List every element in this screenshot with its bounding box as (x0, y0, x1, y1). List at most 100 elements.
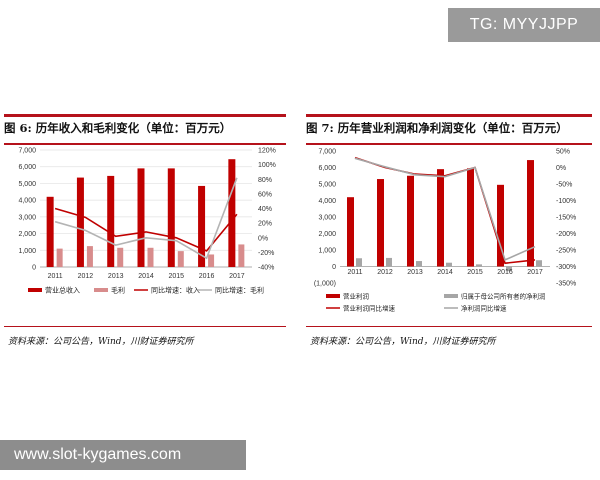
y-tick-label-1-3: 2,000 (318, 231, 336, 238)
bar-0-0-1 (76, 177, 84, 267)
bar-0-1-0 (56, 248, 63, 267)
y-tick-label-0-2: 2,000 (18, 231, 36, 238)
legend-label-0-2: 同比增速：收入 (151, 286, 200, 295)
bar-1-1-4 (476, 264, 482, 267)
bar-0-1-3 (147, 247, 154, 267)
y2-tick-label-0-0: -40% (258, 265, 274, 272)
bar-1-0-6 (527, 160, 534, 267)
chart-panel-left: 图 6: 历年收入和毛利变化（单位：百万元） (4, 114, 286, 145)
bar-1-0-2 (407, 175, 414, 267)
bar-1-0-0 (347, 197, 354, 267)
bar-1-1-0 (356, 258, 362, 267)
x-tick-label-1-6: 2017 (527, 269, 543, 276)
x-tick-label-1-4: 2015 (467, 269, 483, 276)
bar-1-0-4 (467, 168, 474, 267)
legend-swatch-0-0 (28, 288, 42, 292)
y2-tick-label-1-0: -350% (556, 281, 576, 288)
bar-0-1-6 (238, 244, 245, 267)
y-tick-label-0-7: 7,000 (18, 148, 36, 155)
watermark-top: TG: MYYJJPP (448, 8, 600, 42)
y-tick-label-1-0: (1,000) (314, 281, 336, 288)
x-tick-label-1-0: 2011 (347, 269, 362, 276)
legend-label-1-1: 归属于母公司所有者的净利润 (461, 292, 546, 301)
source-divider-right (306, 326, 592, 327)
bar-1-0-3 (437, 169, 444, 267)
y-tick-label-0-4: 4,000 (18, 198, 36, 205)
bar-1-1-2 (416, 261, 422, 267)
y2-tick-label-0-7: 100% (258, 162, 276, 169)
bar-1-1-6 (536, 260, 542, 267)
legend-label-0-0: 营业总收入 (45, 286, 80, 295)
legend-swatch-0-1 (94, 288, 108, 292)
source-note-right: 资料来源：公司公告，Wind，川财证券研究所 (310, 337, 496, 347)
y2-tick-label-1-4: -150% (556, 215, 576, 222)
y2-tick-label-0-8: 120% (258, 148, 276, 155)
y-tick-label-0-6: 6,000 (18, 164, 36, 171)
x-tick-label-0-4: 2015 (168, 273, 184, 280)
x-tick-label-0-0: 2011 (48, 273, 63, 280)
bar-0-1-2 (117, 247, 124, 267)
bar-1-1-3 (446, 262, 452, 267)
bar-0-1-4 (177, 251, 184, 267)
series-line-1-1 (354, 157, 536, 261)
x-tick-label-0-3: 2014 (138, 273, 154, 280)
y2-tick-label-0-3: 20% (258, 221, 272, 228)
y2-tick-label-1-2: -250% (556, 248, 576, 255)
y2-tick-label-0-1: -20% (258, 250, 274, 257)
y2-tick-label-0-6: 80% (258, 177, 272, 184)
x-tick-label-0-5: 2016 (199, 273, 215, 280)
legend-label-1-2: 营业利润同比增速 (343, 304, 396, 313)
source-note-left: 资料来源：公司公告，Wind，川财证券研究所 (8, 337, 194, 347)
bar-0-0-6 (228, 159, 236, 267)
x-tick-label-1-2: 2013 (407, 269, 423, 276)
bar-0-0-2 (107, 175, 115, 267)
y-tick-label-0-0: 0 (32, 265, 36, 272)
y2-tick-label-0-4: 40% (258, 206, 272, 213)
x-tick-label-1-3: 2014 (437, 269, 453, 276)
bar-1-1-1 (386, 257, 392, 267)
x-tick-label-0-6: 2017 (229, 273, 245, 280)
y2-tick-label-1-8: 50% (556, 149, 570, 156)
chart-panel-right: 图 7: 历年营业利润和净利润变化（单位：百万元） (306, 114, 592, 145)
x-tick-label-0-1: 2012 (78, 273, 94, 280)
y2-tick-label-1-6: -50% (556, 182, 572, 189)
bar-1-0-1 (377, 179, 384, 267)
bar-0-0-0 (46, 196, 54, 267)
legend-label-0-3: 同比增速：毛利 (215, 286, 264, 295)
y2-tick-label-0-5: 60% (258, 191, 272, 198)
legend-label-1-3: 净利润同比增速 (461, 304, 507, 313)
bar-0-1-5 (208, 254, 215, 267)
series-line-0-0 (54, 207, 238, 252)
bar-1-0-5 (497, 184, 504, 267)
y-tick-label-1-6: 5,000 (318, 182, 336, 189)
legend-swatch-1-1 (444, 294, 458, 298)
bar-0-0-3 (137, 168, 145, 267)
y-tick-label-1-8: 7,000 (318, 149, 336, 156)
series-line-0-1 (54, 177, 238, 260)
bar-0-1-1 (86, 246, 93, 267)
y-tick-label-0-5: 5,000 (18, 181, 36, 188)
chart-title-left: 图 6: 历年收入和毛利变化（单位：百万元） (4, 114, 286, 145)
y-tick-label-1-4: 3,000 (318, 215, 336, 222)
chart-title-right: 图 7: 历年营业利润和净利润变化（单位：百万元） (306, 114, 592, 145)
legend-label-0-1: 毛利 (111, 286, 125, 295)
y-tick-label-1-1: 0 (332, 264, 336, 271)
y2-tick-label-1-1: -300% (556, 264, 576, 271)
y2-tick-label-0-2: 0% (258, 235, 268, 242)
bar-0-0-4 (167, 168, 175, 267)
y2-tick-label-1-3: -200% (556, 231, 576, 238)
legend-label-1-0: 营业利润 (343, 292, 369, 301)
bar-0-0-5 (198, 185, 206, 267)
y-tick-label-1-2: 1,000 (318, 248, 336, 255)
x-tick-label-1-1: 2012 (377, 269, 393, 276)
y-tick-label-0-3: 3,000 (18, 214, 36, 221)
legend-swatch-1-0 (326, 294, 340, 298)
source-divider-left (4, 326, 286, 327)
watermark-bottom: www.slot-kygames.com (0, 440, 246, 470)
y2-tick-label-1-7: 0% (556, 165, 566, 172)
y-tick-label-0-1: 1,000 (18, 248, 36, 255)
y-tick-label-1-5: 4,000 (318, 198, 336, 205)
y2-tick-label-1-5: -100% (556, 198, 576, 205)
bar-1-1-5 (506, 266, 512, 272)
